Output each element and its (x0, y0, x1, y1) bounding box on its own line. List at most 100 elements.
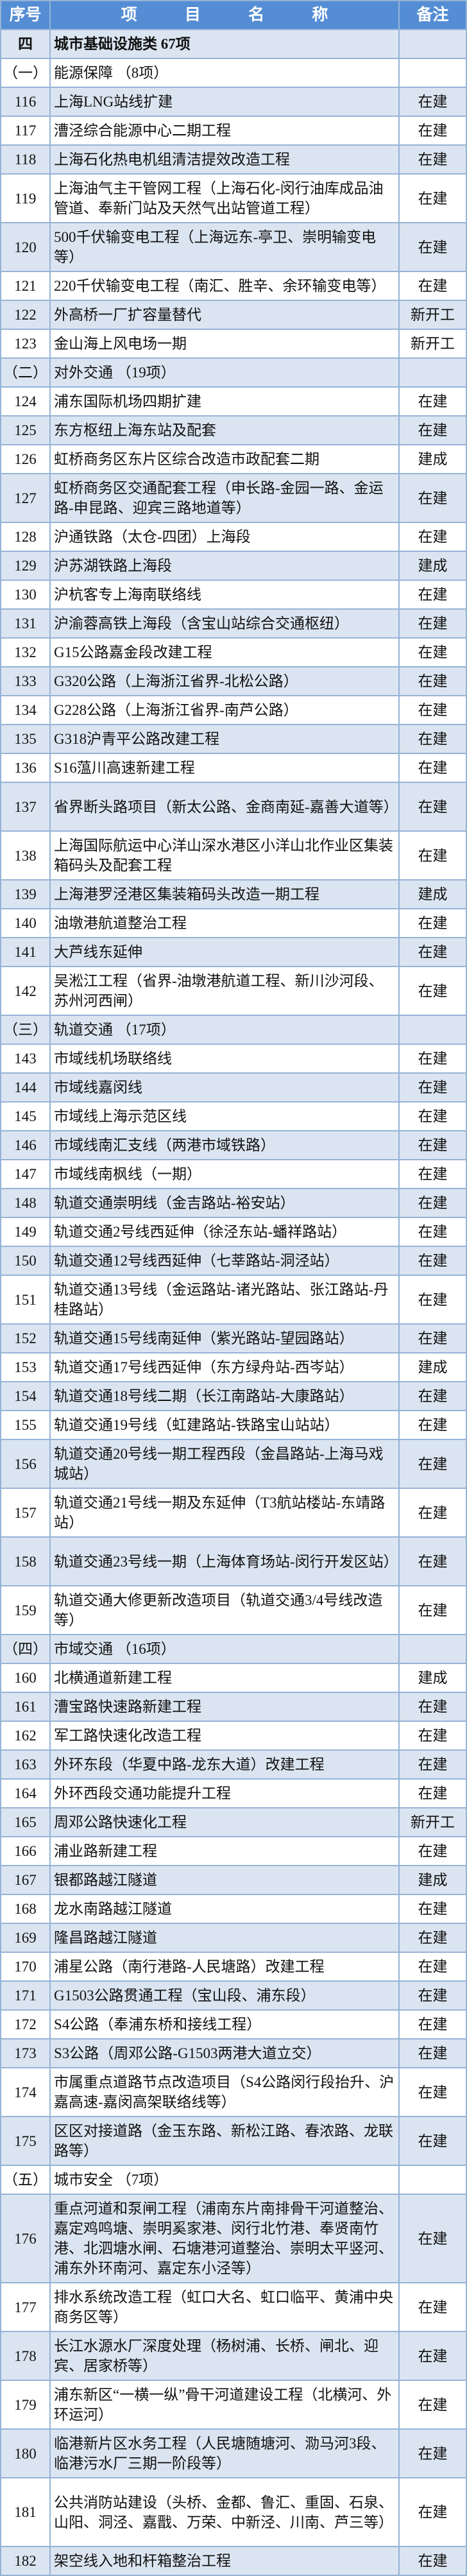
status-note: 在建 (398, 473, 467, 523)
status-note: 在建 (398, 1381, 467, 1411)
table-row: 168 龙水南路越江隧道 在建 (0, 1894, 467, 1924)
project-name: 沪通铁路（太仓-四团）上海段 (49, 522, 400, 552)
row-number: 150 (0, 1246, 51, 1276)
status-note: 在建 (398, 2194, 467, 2283)
status-note: 在建 (398, 173, 467, 223)
status-note: 在建 (398, 1072, 467, 1103)
row-number: 155 (0, 1410, 51, 1440)
status-note: 在建 (398, 937, 467, 967)
row-number: 181 (0, 2477, 51, 2547)
status-note: 在建 (398, 1721, 467, 1751)
row-number: 171 (0, 1980, 51, 2011)
row-number: 156 (0, 1439, 51, 1489)
status-note: 在建 (398, 415, 467, 445)
project-name: 北横通道新建工程 (49, 1663, 400, 1693)
table-row: 161 漕宝路快速路新建工程 在建 (0, 1692, 467, 1722)
section-row: （一） 能源保障 （8项） (0, 58, 467, 88)
project-name: 轨道交通19号线（虹建路站-铁路宝山站站） (49, 1410, 400, 1440)
row-number: 172 (0, 2009, 51, 2039)
project-name: 银都路越江隧道 (49, 1865, 400, 1895)
project-name: 上海港罗泾港区集装箱码头改造一期工程 (49, 879, 400, 909)
status-note: 在建 (398, 1410, 467, 1440)
status-note (398, 357, 467, 388)
table-row: 135 G318沪青平公路改建工程 在建 (0, 724, 467, 754)
row-number: 167 (0, 1865, 51, 1895)
table-row: 125 东方枢纽上海东站及配套 在建 (0, 415, 467, 445)
project-name: G320公路（上海浙江省界-北松公路） (49, 666, 400, 696)
table-body: 四城市基础设施类 67项 （一） 能源保障 （8项） 116 上海LNG站线扩建 在建 11… (0, 29, 467, 2576)
row-number: 133 (0, 666, 51, 696)
row-number: 128 (0, 522, 51, 552)
status-note: 在建 (398, 1952, 467, 1982)
project-name: 吴淞江工程（省界-油墩港航道工程、新川沙河段、苏州河西闸） (49, 966, 400, 1016)
project-name: G228公路（上海浙江省界-南芦公路） (49, 695, 400, 725)
row-number: 165 (0, 1807, 51, 1837)
row-number: 154 (0, 1381, 51, 1411)
header-note: 备注 (398, 0, 467, 30)
row-number: 169 (0, 1923, 51, 1953)
row-number: 149 (0, 1217, 51, 1247)
table-row: 117 漕泾综合能源中心二期工程 在建 (0, 116, 467, 146)
row-number: （二） (0, 357, 51, 388)
table-row: 155 轨道交通19号线（虹建路站-铁路宝山站站） 在建 (0, 1410, 467, 1440)
section-row: （四） 市域交通 （16项） (0, 1634, 467, 1664)
project-name: 轨道交通2号线西延伸（徐泾东站-蟠祥路站） (49, 1217, 400, 1247)
project-name: 500千伏输变电工程（上海远东-亭卫、崇明输变电等） (49, 222, 400, 272)
row-number: 117 (0, 116, 51, 146)
table-row: 178 长江水源水厂深度处理（杨树浦、长桥、闸北、迎宾、居家桥等） 在建 (0, 2331, 467, 2381)
project-name: 沪渝蓉高铁上海段（含宝山站综合交通枢纽） (49, 608, 400, 639)
table-row: 176 重点河道和泵闸工程（浦南东片南排骨干河道整治、嘉定鸡鸣塘、崇明奚家港、闵行… (0, 2194, 467, 2283)
status-note: 在建 (398, 1536, 467, 1586)
table-row: 165 周邓公路快速化工程 新开工 (0, 1807, 467, 1837)
status-note: 建成 (398, 1352, 467, 1382)
project-name: 浦东新区“一横一纵”骨干河道建设工程（北横河、外环运河） (49, 2380, 400, 2430)
status-note (398, 29, 467, 59)
status-note: 在建 (398, 830, 467, 880)
project-name: 东方枢纽上海东站及配套 (49, 415, 400, 445)
status-note: 在建 (398, 1692, 467, 1722)
table-row: 177 排水系统改造工程（虹口大名、虹口临平、黄浦中央商务区等） 在建 (0, 2282, 467, 2332)
project-name: 金山海上风电场一期 (49, 329, 400, 359)
status-note: 在建 (398, 666, 467, 696)
status-note: 在建 (398, 116, 467, 146)
row-number: 161 (0, 1692, 51, 1722)
table-row: 147 市域线南枫线（一期） 在建 (0, 1159, 467, 1189)
row-number: 124 (0, 386, 51, 416)
row-number: 152 (0, 1323, 51, 1353)
row-number: 175 (0, 2116, 51, 2166)
table-row: 129 沪苏湖铁路上海段 建成 (0, 551, 467, 581)
project-name: 轨道交通23号线一期（上海体育场站-闵行开发区站） (49, 1536, 400, 1586)
row-number: 138 (0, 830, 51, 880)
row-number: 134 (0, 695, 51, 725)
project-name: 能源保障 （8项） (49, 58, 400, 88)
project-name: 沪苏湖铁路上海段 (49, 551, 400, 581)
row-number: 173 (0, 2038, 51, 2068)
project-name: 市域交通 （16项） (49, 1634, 400, 1664)
status-note: 在建 (398, 782, 467, 832)
status-note: 在建 (398, 2067, 467, 2117)
row-number: 151 (0, 1275, 51, 1325)
row-number: 140 (0, 908, 51, 938)
project-name: 轨道交通大修更新改造项目（轨道交通3/4号线改造等） (49, 1585, 400, 1635)
status-note (398, 1634, 467, 1664)
row-number: 182 (0, 2546, 51, 2576)
status-note: 在建 (398, 222, 467, 272)
table-row: 122 外高桥一厂扩容量替代 新开工 (0, 300, 467, 330)
table-row: 137 省界断头路项目（新太公路、金商南延-嘉善大道等） 在建 (0, 782, 467, 832)
project-name: 架空线入地和杆箱整治工程 (49, 2546, 400, 2576)
row-number: 178 (0, 2331, 51, 2381)
table-row: 170 浦星公路（南行港路-人民塘路）改建工程 在建 (0, 1952, 467, 1982)
project-name: 虹桥商务区交通配套工程（申长路-金园一路、金运路-申昆路、迎宾三路地道等） (49, 473, 400, 523)
project-name: 轨道交通崇明线（金吉路站-裕安站） (49, 1188, 400, 1218)
status-note: 在建 (398, 522, 467, 552)
row-number: 147 (0, 1159, 51, 1189)
table-row: 144 市域线嘉闵线 在建 (0, 1072, 467, 1103)
status-note: 在建 (398, 1130, 467, 1160)
row-number: 135 (0, 724, 51, 754)
row-number: 163 (0, 1749, 51, 1780)
row-number: 139 (0, 879, 51, 909)
row-number: 179 (0, 2380, 51, 2430)
row-number: 148 (0, 1188, 51, 1218)
table-row: 163 外环东段（华夏中路-龙东大道）改建工程 在建 (0, 1749, 467, 1780)
table-row: 153 轨道交通17号线西延伸（东方绿舟站-西岑站） 建成 (0, 1352, 467, 1382)
